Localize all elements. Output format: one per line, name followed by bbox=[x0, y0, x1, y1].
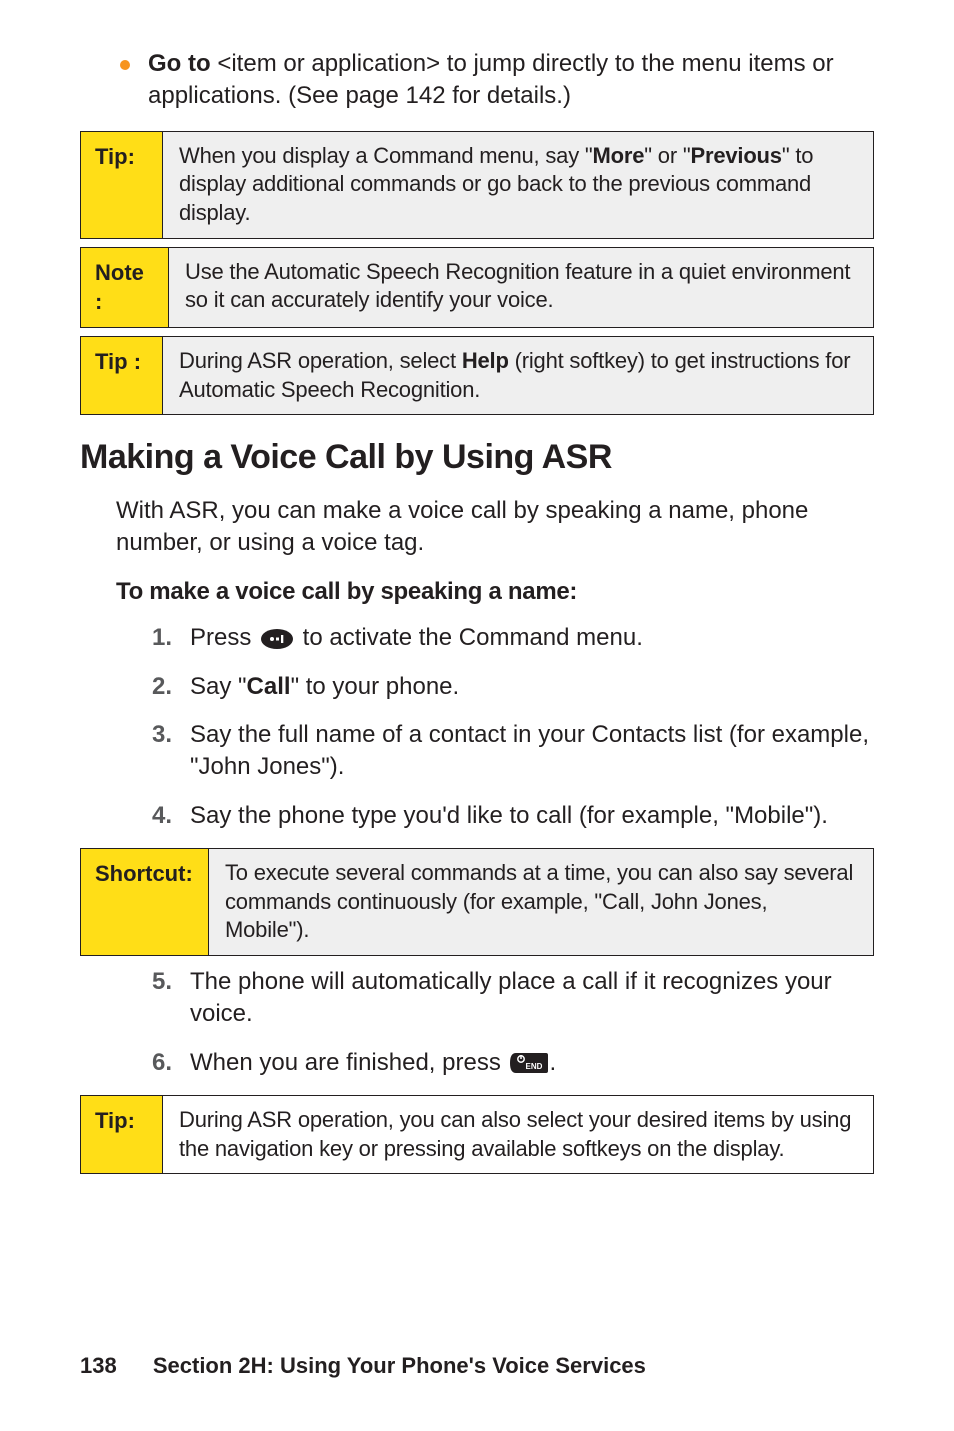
s1-pre: Press bbox=[190, 624, 258, 651]
step-2: 2. Say "Call" to your phone. bbox=[152, 671, 874, 703]
tip-body: When you display a Command menu, say "Mo… bbox=[163, 132, 873, 238]
step-4: 4. Say the phone type you'd like to call… bbox=[152, 800, 874, 832]
step-text: The phone will automatically place a cal… bbox=[190, 966, 874, 1031]
step-3: 3. Say the full name of a contact in you… bbox=[152, 719, 874, 784]
page-footer: 138 Section 2H: Using Your Phone's Voice… bbox=[80, 1351, 646, 1381]
step-text: Say the full name of a contact in your C… bbox=[190, 719, 874, 784]
procedure-subhead: To make a voice call by speaking a name: bbox=[116, 576, 874, 608]
step-1: 1. Press to activate the Command menu. bbox=[152, 622, 874, 654]
step-num: 6. bbox=[152, 1047, 190, 1079]
tip-callout-3: Tip: During ASR operation, you can also … bbox=[80, 1095, 874, 1174]
step-6: 6. When you are finished, press END. bbox=[152, 1047, 874, 1079]
end-key-icon: END bbox=[510, 1051, 548, 1075]
steps-list-cont: 5. The phone will automatically place a … bbox=[152, 966, 874, 1079]
section-title: Section 2H: Using Your Phone's Voice Ser… bbox=[153, 1353, 646, 1378]
step-num: 4. bbox=[152, 800, 190, 832]
bullet-lead: Go to bbox=[148, 50, 211, 77]
step-num: 3. bbox=[152, 719, 190, 784]
steps-list: 1. Press to activate the Command menu. 2… bbox=[152, 622, 874, 832]
tip2-pre: During ASR operation, select bbox=[179, 348, 462, 373]
note-body: Use the Automatic Speech Recognition fea… bbox=[169, 248, 873, 327]
step-num: 1. bbox=[152, 622, 190, 654]
bullet-marker bbox=[120, 60, 130, 70]
tip1-kw1: More bbox=[593, 143, 645, 168]
step-text: When you are finished, press END. bbox=[190, 1047, 874, 1079]
tip3-label: Tip: bbox=[81, 1096, 163, 1173]
s2-post: " to your phone. bbox=[291, 673, 460, 700]
step-num: 5. bbox=[152, 966, 190, 1031]
step-text: Say the phone type you'd like to call (f… bbox=[190, 800, 874, 832]
shortcut-label: Shortcut: bbox=[81, 849, 209, 955]
tip-callout-1: Tip: When you display a Command menu, sa… bbox=[80, 131, 874, 239]
step-5: 5. The phone will automatically place a … bbox=[152, 966, 874, 1031]
tip1-pre: When you display a Command menu, say " bbox=[179, 143, 593, 168]
shortcut-body: To execute several commands at a time, y… bbox=[209, 849, 873, 955]
tip3-body: During ASR operation, you can also selec… bbox=[163, 1096, 873, 1173]
s2-kw: Call bbox=[247, 673, 291, 700]
bullet-goto: Go to <item or application> to jump dire… bbox=[120, 48, 874, 113]
bullet-text: Go to <item or application> to jump dire… bbox=[148, 48, 874, 113]
section-heading: Making a Voice Call by Using ASR bbox=[80, 435, 874, 481]
intro-paragraph: With ASR, you can make a voice call by s… bbox=[116, 495, 874, 560]
step-num: 2. bbox=[152, 671, 190, 703]
tip2-body: During ASR operation, select Help (right… bbox=[163, 337, 873, 414]
s2-pre: Say " bbox=[190, 673, 247, 700]
speech-key-icon bbox=[260, 628, 294, 650]
step-text: Say "Call" to your phone. bbox=[190, 671, 874, 703]
tip2-kw: Help bbox=[462, 348, 509, 373]
tip1-kw2: Previous bbox=[691, 143, 782, 168]
page-number: 138 bbox=[80, 1353, 117, 1378]
bullet-rest: <item or application> to jump directly t… bbox=[148, 50, 834, 109]
note-label: Note : bbox=[81, 248, 169, 327]
tip2-label: Tip : bbox=[81, 337, 163, 414]
s1-post: to activate the Command menu. bbox=[296, 624, 643, 651]
shortcut-callout: Shortcut: To execute several commands at… bbox=[80, 848, 874, 956]
step-text: Press to activate the Command menu. bbox=[190, 622, 874, 654]
s6-post: . bbox=[550, 1049, 557, 1076]
tip1-mid: " or " bbox=[644, 143, 690, 168]
tip-callout-2: Tip : During ASR operation, select Help … bbox=[80, 336, 874, 415]
svg-text:END: END bbox=[525, 1062, 542, 1071]
note-callout: Note : Use the Automatic Speech Recognit… bbox=[80, 247, 874, 328]
s6-pre: When you are finished, press bbox=[190, 1049, 508, 1076]
tip-label: Tip: bbox=[81, 132, 163, 238]
